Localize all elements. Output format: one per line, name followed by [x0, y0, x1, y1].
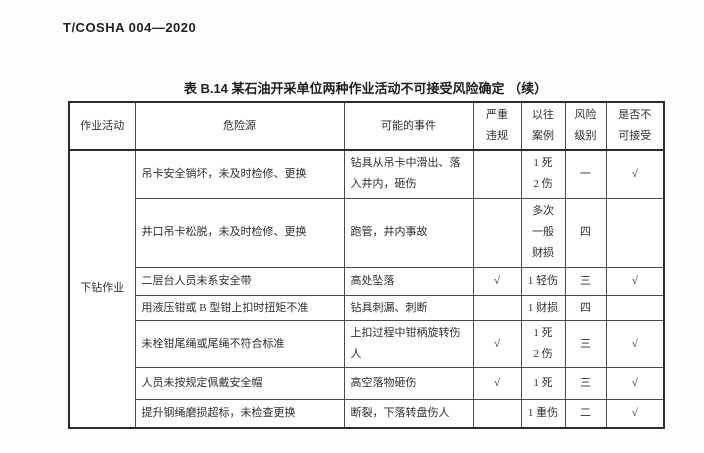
cases-cell: 1 死 2 伤 [520, 149, 566, 199]
level-cell: 三 [564, 320, 607, 369]
table-row: 人员未按规定佩戴安全帽 高空落物砸伤 √ 1 死 三 √ [69, 367, 665, 401]
unacceptable-cell [605, 197, 665, 268]
table-row: 下钻作业 吊卡安全销坏，未及时检修、更换 钻具从吊卡中滑出、落入井内，砸伤 1 … [68, 149, 665, 429]
level-cell: 三 [564, 266, 607, 296]
hazard-cell: 提升钢绳磨损超标，未检查更换 [134, 399, 345, 429]
violation-cell: √ [472, 367, 522, 401]
cases-cell: 多次 一般 财损 [520, 197, 566, 268]
hazard-cell: 用液压钳或 B 型钳上扣时扭矩不准 [134, 294, 345, 322]
event-cell: 钻具从吊卡中滑出、落入井内，砸伤 [343, 149, 474, 199]
header-acceptable: 是否不 可接受 [605, 101, 665, 151]
header-level: 风险 级别 [564, 101, 607, 151]
unacceptable-cell [605, 294, 665, 322]
level-cell: 一 [564, 149, 607, 199]
header-hazard: 危险源 [134, 101, 345, 151]
cases-cell: 1 死 [520, 367, 566, 401]
cases-cell: 1 死 2 伤 [520, 320, 566, 369]
unacceptable-cell: √ [605, 367, 665, 401]
event-cell: 高空落物砸伤 [343, 367, 474, 401]
table-row: 未栓钳尾绳或尾绳不符合标准 上扣过程中钳柄旋转伤人 √ 1 死 2 伤 三 √ [69, 320, 665, 369]
header-violation: 严重 违规 [472, 101, 522, 151]
event-cell: 高处坠落 [343, 266, 474, 296]
level-cell: 三 [564, 367, 607, 401]
unacceptable-cell: √ [605, 266, 665, 296]
cases-cell: 1 财损 [520, 294, 566, 322]
event-cell: 钻具刺漏、刺断 [343, 294, 474, 322]
unacceptable-cell: √ [605, 149, 665, 199]
table-title: 表 B.14 某石油开采单位两种作业活动不可接受风险确定 （续） [183, 81, 548, 96]
table-row: 二层台人员未系安全带 高处坠落 √ 1 轻伤 三 √ [69, 266, 665, 296]
table-row: 井口吊卡松脱，未及时检修、更换 跑管，井内事故 多次 一般 财损 四 [69, 197, 665, 268]
violation-cell [472, 197, 522, 268]
header-cases: 以往 案例 [520, 101, 566, 151]
violation-cell [472, 294, 522, 322]
level-cell: 四 [564, 294, 607, 322]
violation-cell: √ [472, 320, 522, 369]
event-cell: 断裂，下落转盘伤人 [343, 399, 474, 429]
event-cell: 上扣过程中钳柄旋转伤人 [343, 320, 474, 369]
unacceptable-cell: √ [605, 320, 665, 369]
hazard-cell: 井口吊卡松脱，未及时检修、更换 [134, 197, 345, 268]
event-cell: 跑管，井内事故 [343, 197, 474, 268]
violation-cell [472, 399, 522, 429]
violation-cell [472, 149, 522, 199]
header-event: 可能的事件 [343, 101, 474, 151]
table-row: 提升钢绳磨损超标，未检查更换 断裂，下落转盘伤人 1 重伤 二 √ [69, 399, 665, 429]
table-header-row: 作业活动 危险源 可能的事件 严重 违规 以往 案例 风险 级别 是否不 可接受 [68, 101, 665, 151]
hazard-cell: 吊卡安全销坏，未及时检修、更换 [134, 149, 345, 199]
header-activity: 作业活动 [68, 101, 136, 151]
table-row: 用液压钳或 B 型钳上扣时扭矩不准 钻具刺漏、刺断 1 财损 四 [69, 294, 665, 322]
hazard-cell: 人员未按规定佩戴安全帽 [134, 367, 345, 401]
level-cell: 二 [564, 399, 607, 429]
cases-cell: 1 重伤 [520, 399, 566, 429]
hazard-cell: 二层台人员未系安全带 [134, 266, 345, 296]
standard-number: T/COSHA 004—2020 [63, 20, 197, 35]
level-cell: 四 [564, 197, 607, 268]
activity-cell: 下钻作业 [68, 149, 136, 429]
risk-table: 作业活动 危险源 可能的事件 严重 违规 以往 案例 风险 级别 是否不 可接受… [68, 101, 665, 429]
hazard-cell: 未栓钳尾绳或尾绳不符合标准 [134, 320, 345, 369]
unacceptable-cell: √ [605, 399, 665, 429]
cases-cell: 1 轻伤 [520, 266, 566, 296]
violation-cell: √ [472, 266, 522, 296]
